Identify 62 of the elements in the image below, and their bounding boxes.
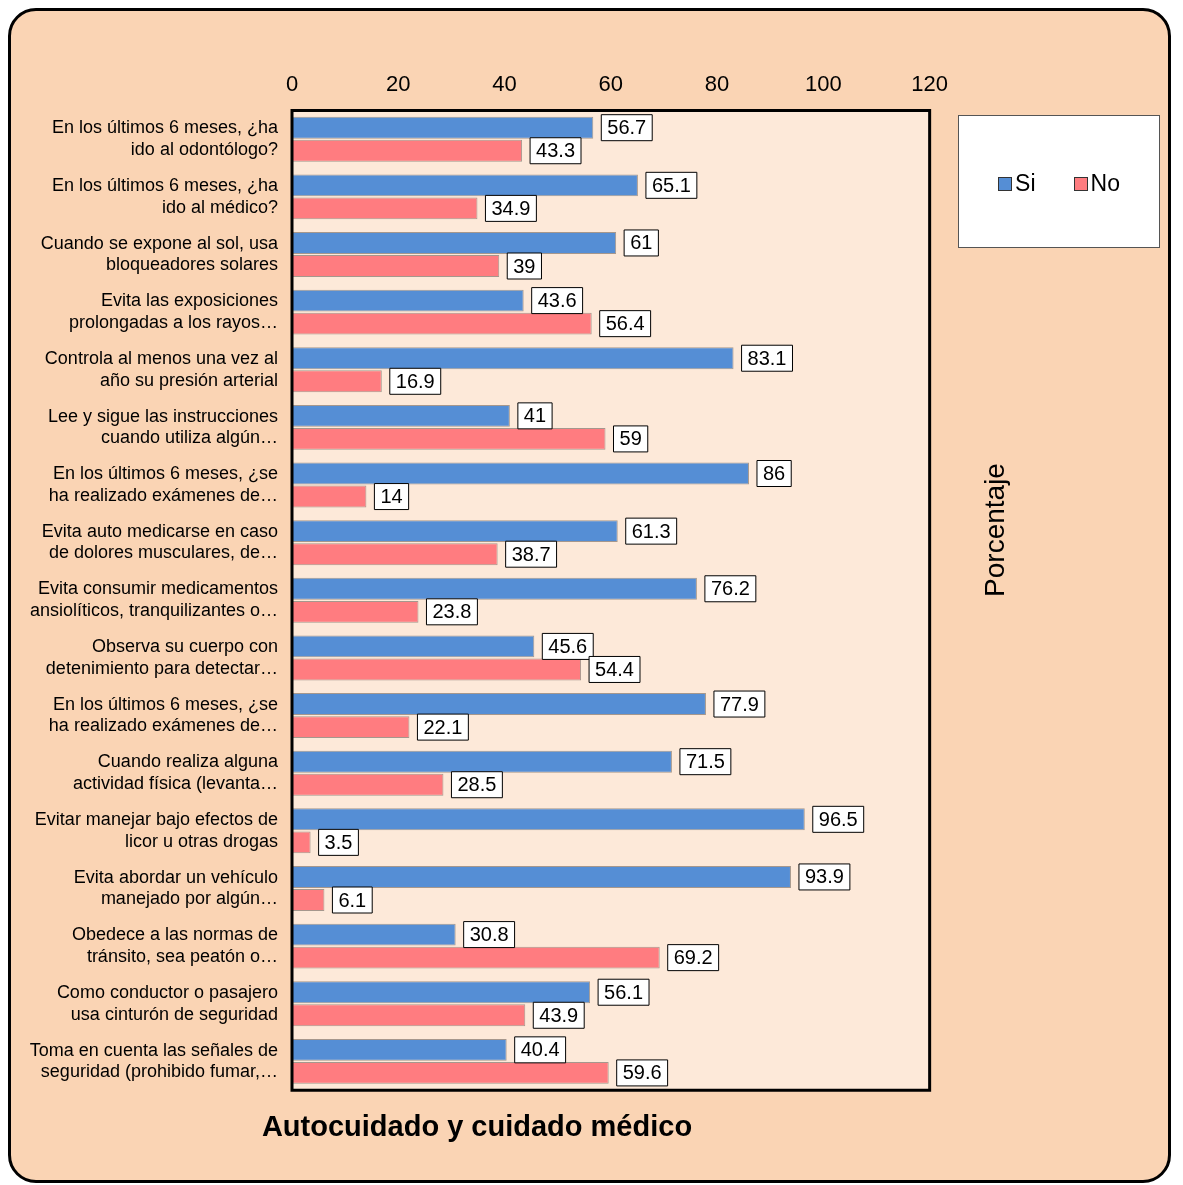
y-tick-label: Obedece a las normas de tránsito, sea peatón o…: [71, 924, 278, 966]
data-label: 41: [523, 404, 547, 427]
data-label: 61: [630, 231, 653, 254]
data-label: 54.4: [595, 657, 634, 680]
data-label: 71.5: [685, 750, 725, 773]
data-label: 43.9: [539, 1003, 579, 1026]
data-label: 40.4: [520, 1038, 560, 1061]
data-label: 28.5: [457, 773, 497, 796]
y-tick-label: Cuando realiza alguna actividad física (levanta…: [72, 751, 279, 793]
data-label: 93.9: [804, 865, 844, 888]
data-label: 76.2: [710, 577, 750, 600]
y-tick-label: En los últimos 6 meses, ¿ha ido al médico?: [51, 175, 279, 217]
x-tick-label: 40: [492, 71, 517, 97]
y-tick-label: En los últimos 6 meses, ¿se ha realizado exámenes de…: [48, 463, 278, 505]
data-label: 14: [380, 485, 403, 508]
y-tick-label: Cuando se expone al sol, usa bloqueadores solares: [40, 232, 279, 275]
data-label: 3.5: [324, 830, 353, 853]
data-label: 59.6: [622, 1061, 662, 1084]
data-label: 16.9: [395, 369, 435, 392]
data-label: 69.2: [673, 946, 713, 969]
data-label: 30.8: [469, 923, 509, 946]
data-label: 6.1: [338, 888, 367, 911]
data-label: 56.7: [607, 116, 647, 139]
y-tick-label: Evita auto medicarse en caso de dolores musculares, de…: [41, 520, 278, 563]
y-tick-label: Toma en cuenta las señales de seguridad (prohibido fumar,…: [29, 1039, 278, 1082]
y-tick-label: Lee y sigue las instrucciones cuando utiliza algún…: [47, 405, 278, 448]
data-label: 83.1: [747, 346, 787, 369]
y-tick-label: Como conductor o pasajero usa cinturón de seguridad: [56, 981, 278, 1024]
x-tick-label: 80: [704, 71, 730, 97]
x-tick-label: 120: [911, 71, 949, 97]
data-label: 59: [619, 427, 642, 450]
x-tick-label: 20: [386, 71, 411, 97]
data-label: 65.1: [651, 173, 691, 196]
x-tick-label: 60: [598, 71, 624, 97]
data-label: 45.6: [548, 634, 588, 657]
legend-label: No: [1090, 170, 1120, 197]
data-label: 34.9: [491, 196, 531, 219]
data-label: 86: [762, 462, 786, 485]
y-tick-label: En los últimos 6 meses, ¿ha ido al odontólogo?: [51, 117, 279, 159]
y-tick-label: Evitar manejar bajo efectos de licor u otras drogas: [34, 809, 278, 851]
x-tick-label: 0: [285, 71, 299, 97]
data-label: 77.9: [719, 692, 759, 715]
y-tick-label: Evita abordar un vehículo manejado por algún…: [73, 866, 278, 909]
y-tick-label: En los últimos 6 meses, ¿se ha realizado exámenes de…: [48, 693, 278, 736]
y-tick-label: Observa su cuerpo con detenimiento para detectar…: [45, 636, 278, 678]
data-label: 39: [513, 254, 536, 277]
text: Autocuidado y cuidado médico: [261, 1109, 693, 1142]
data-label: 96.5: [818, 807, 858, 830]
x-tick-label: 100: [805, 71, 842, 97]
data-label: 56.1: [604, 980, 644, 1003]
legend-label: Si: [1015, 170, 1036, 197]
data-label: 61.3: [631, 519, 671, 542]
data-label: 22.1: [423, 715, 463, 738]
y-tick-label: Evita consumir medicamentos ansiolíticos, tranquilizantes o…: [29, 578, 278, 621]
text: Porcentaje: [979, 463, 1011, 597]
data-label: 23.8: [432, 600, 472, 623]
y-tick-label: Controla al menos una vez al año su presión arterial: [44, 347, 278, 390]
data-label: 43.3: [536, 139, 576, 162]
y-tick-label: Evita las exposiciones prolongadas a los rayos…: [68, 290, 278, 332]
data-label: 38.7: [511, 542, 551, 565]
data-label: 43.6: [537, 289, 577, 312]
data-label: 56.4: [605, 312, 645, 335]
